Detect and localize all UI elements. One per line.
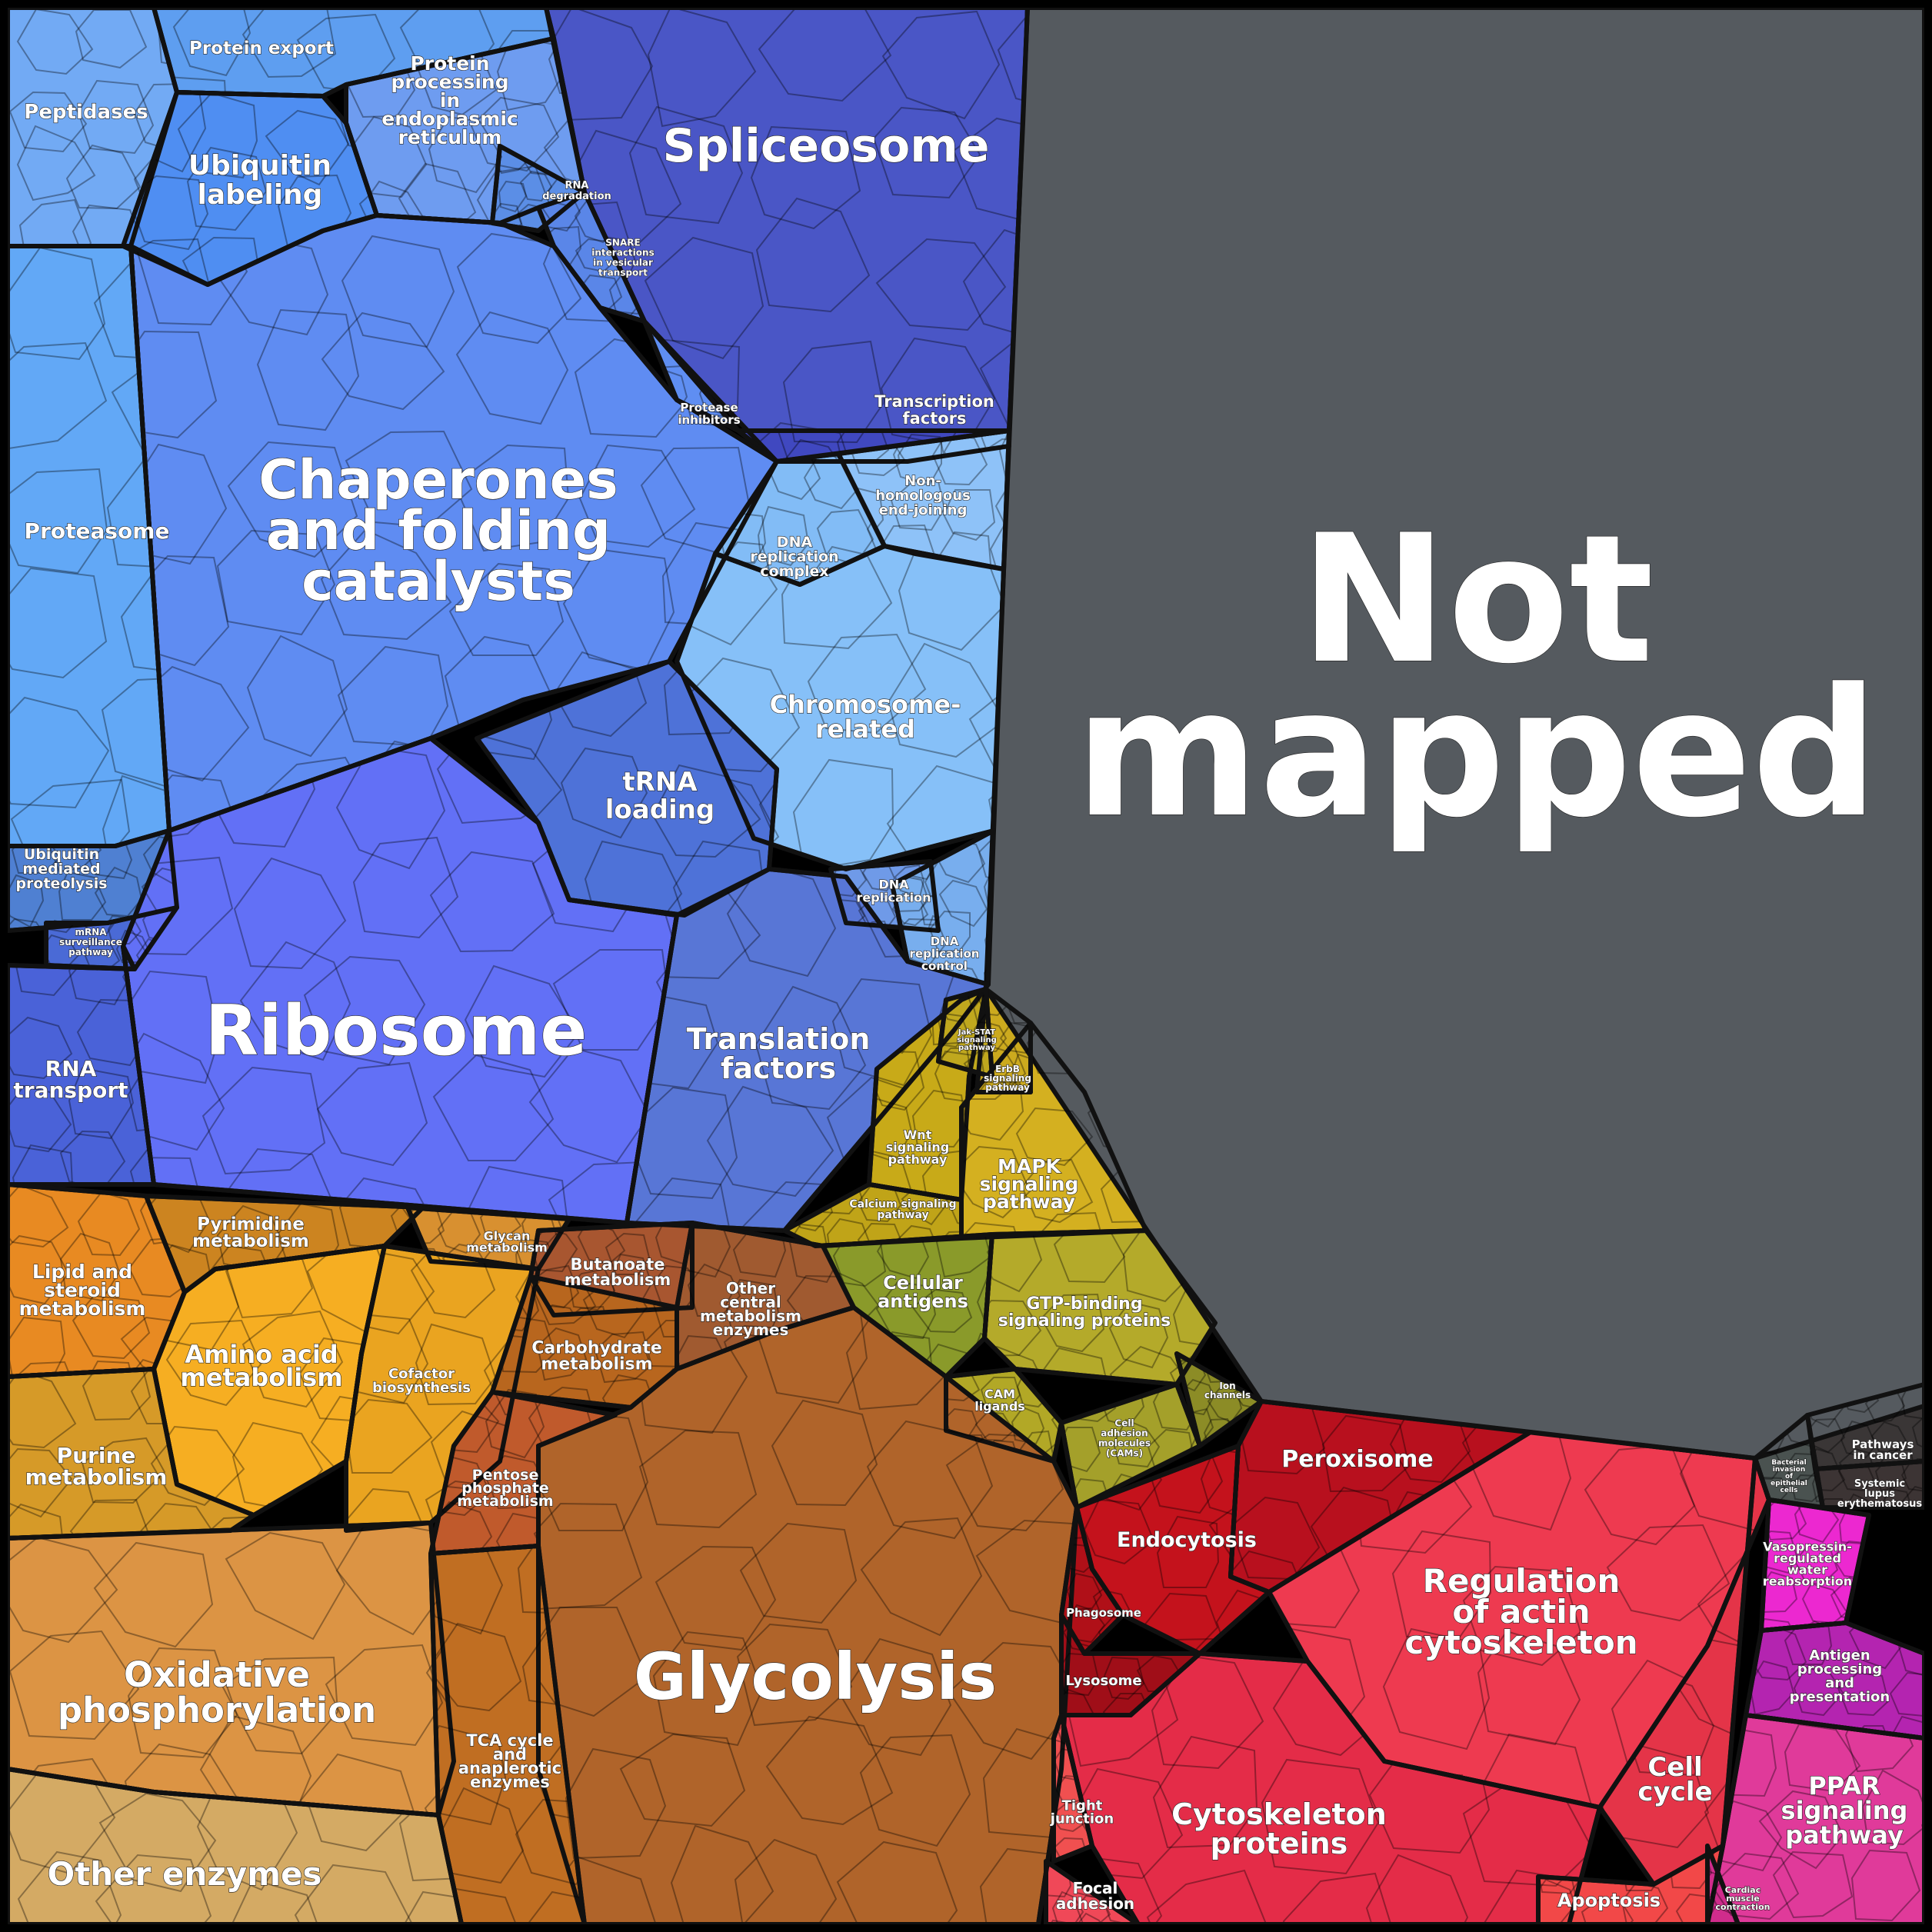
purine-label: Purine metabolism	[25, 1443, 168, 1490]
proteasome-subcells	[8, 246, 169, 846]
regulation-actin-label: Regulation of actin cytoskeleton	[1404, 1562, 1637, 1661]
cardiac-muscle-label: Cardiac muscle contraction	[1716, 1885, 1770, 1912]
proteasome-label: Proteasome	[25, 518, 170, 544]
amino-acid-label: Amino acid metabolism	[180, 1340, 342, 1392]
calcium-signaling-label: Calcium signaling pathway	[849, 1198, 956, 1221]
pyrimidine-label: Pyrimidine metabolism	[192, 1214, 309, 1251]
glycan-label: Glycan metabolism	[466, 1228, 548, 1254]
rna-degradation-label: RNA degradation	[542, 180, 611, 202]
protein-processing-er-label: Protein processing in endoplasmic reticulum	[381, 52, 518, 148]
ion-channels-label: Ion channels	[1204, 1381, 1251, 1401]
dna-replication-control-label: DNA replication control	[910, 934, 980, 973]
apoptosis-label: Apoptosis	[1557, 1890, 1661, 1911]
pathways-in-cancer-label: Pathways in cancer	[1852, 1437, 1914, 1462]
oxidative-phosphorylation-label: Oxidative phosphorylation	[58, 1654, 376, 1730]
ribosome-label: Ribosome	[205, 991, 588, 1071]
dna-replication-complex-label: DNA replication complex	[750, 534, 838, 580]
erbb-signaling-label: ErbB signaling pathway	[984, 1064, 1031, 1093]
carbohydrate-label: Carbohydrate metabolism	[531, 1338, 662, 1374]
vasopressin-label: Vasopressin-regulated water reabsorption	[1763, 1539, 1852, 1588]
spliceosome-subcells	[546, 8, 1028, 461]
lipid-steroid-label: Lipid and steroid metabolism	[19, 1261, 146, 1320]
cell-adhesion-molecules-label: Cell adhesion molecules (CAMs)	[1098, 1418, 1151, 1459]
snare-interactions-label: SNARE interactions in vesicular transport	[591, 238, 654, 278]
mrna-surveillance-label: mRNA surveillance pathway	[59, 927, 122, 958]
not-mapped-label: Not mapped	[1075, 498, 1879, 857]
tca-cycle-label: TCA cycle and anaplerotic enzymes	[458, 1731, 561, 1791]
mapk-signaling-label: MAPK signaling pathway	[980, 1155, 1079, 1213]
bacterial-invasion-label: Bacterial invasion of epithelial cells	[1770, 1459, 1807, 1494]
cytoskeleton-proteins-label: Cytoskeleton proteins	[1171, 1797, 1387, 1860]
tight-junction-label: Tight junction	[1050, 1797, 1114, 1827]
wnt-signaling-label: Wnt signaling pathway	[886, 1128, 949, 1167]
chromosome-related-label: Chromosome-related	[770, 690, 961, 744]
other-central-label: Other central metabolism enzymes	[700, 1279, 801, 1339]
protease-inhibitors-label: Protease inhibitors	[678, 401, 740, 427]
pentose-phosphate-label: Pentose phosphate metabolism	[457, 1467, 553, 1510]
dna-replication-label: DNA replication	[857, 877, 931, 904]
lipid-steroid-subcells	[8, 1184, 185, 1377]
ubiquitin-mediated-proteolysis-label: Ubiquitin mediated proteolysis	[15, 846, 107, 892]
translation-factors-label: Translation factors	[687, 1022, 871, 1085]
peptidases-subcells	[8, 8, 177, 246]
other-enzymes-label: Other enzymes	[48, 1855, 322, 1893]
chaperones-label: Chaperones and folding catalysts	[258, 448, 618, 613]
lysosome-label: Lysosome	[1065, 1673, 1141, 1689]
gtp-binding-label: GTP-binding signaling proteins	[998, 1294, 1171, 1331]
peptidases-label: Peptidases	[24, 101, 148, 124]
peroxisome-label: Peroxisome	[1281, 1446, 1433, 1473]
transcription-factors-label: Transcription factors	[874, 392, 994, 428]
cell-cycle-label: Cell cycle	[1637, 1752, 1712, 1807]
systemic-lupus-label: Systemic lupus erythematosus	[1837, 1478, 1922, 1510]
gtp-binding-subcells	[984, 1231, 1215, 1384]
ppar-signaling-label: PPAR signaling pathway	[1781, 1771, 1908, 1850]
cellular-antigens-label: Cellular antigens	[878, 1272, 968, 1312]
ubiquitin-labeling-label: Ubiquitin labeling	[188, 150, 331, 211]
butanoate-label: Butanoate metabolism	[565, 1255, 671, 1289]
protein-export-label: Protein export	[189, 38, 334, 58]
non-homologous-end-joining-label: Non-homologous end-joining	[875, 473, 971, 518]
endocytosis-label: Endocytosis	[1117, 1528, 1257, 1552]
phagosome-label: Phagosome	[1066, 1606, 1141, 1620]
spliceosome-label: Spliceosome	[663, 119, 990, 173]
jak-stat-signaling-label: Jak-STAT signaling pathway	[957, 1028, 997, 1052]
rna-transport-label: RNA transport	[13, 1056, 128, 1103]
antigen-processing-label: Antigen processing and presentation	[1790, 1647, 1890, 1705]
cofactor-biosynthesis-label: Cofactor biosynthesis	[372, 1366, 471, 1396]
focal-adhesion-label: Focal adhesion	[1056, 1879, 1134, 1913]
cam-ligands-label: CAM ligands	[974, 1387, 1025, 1414]
glycolysis-label: Glycolysis	[634, 1639, 997, 1714]
trna-loading-label: tRNA loading	[605, 767, 715, 825]
